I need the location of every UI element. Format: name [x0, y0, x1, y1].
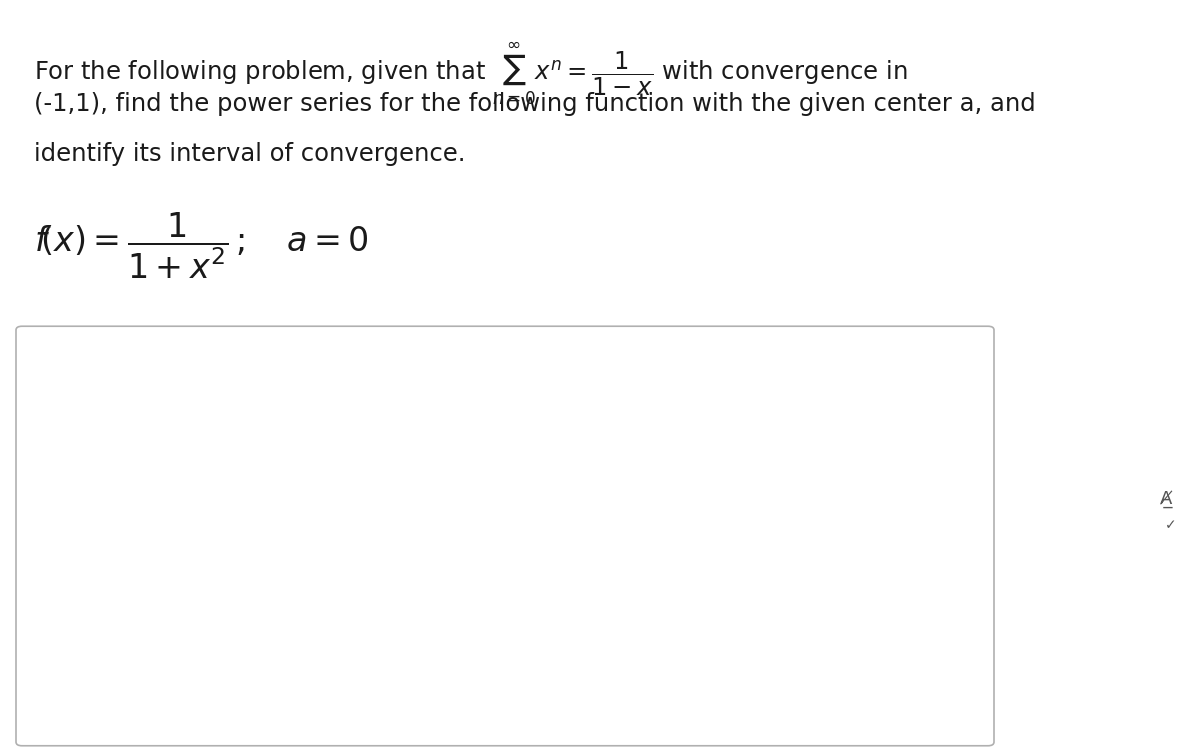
Text: ✓: ✓: [1165, 518, 1177, 532]
Text: For the following problem, given that $\sum_{n=0}^{\infty} x^n = \dfrac{1}{1-x}$: For the following problem, given that $\…: [34, 41, 907, 108]
Text: $f\!\left(x\right) = \dfrac{1}{1+x^2}\,;\quad a = 0$: $f\!\left(x\right) = \dfrac{1}{1+x^2}\,;…: [34, 211, 368, 280]
Text: identify its interval of convergence.: identify its interval of convergence.: [34, 142, 466, 166]
Text: (-1,1), find the power series for the following function with the given center a: (-1,1), find the power series for the fo…: [34, 92, 1036, 116]
Text: A̸̲: A̸̲: [1162, 490, 1174, 508]
FancyBboxPatch shape: [16, 326, 994, 746]
